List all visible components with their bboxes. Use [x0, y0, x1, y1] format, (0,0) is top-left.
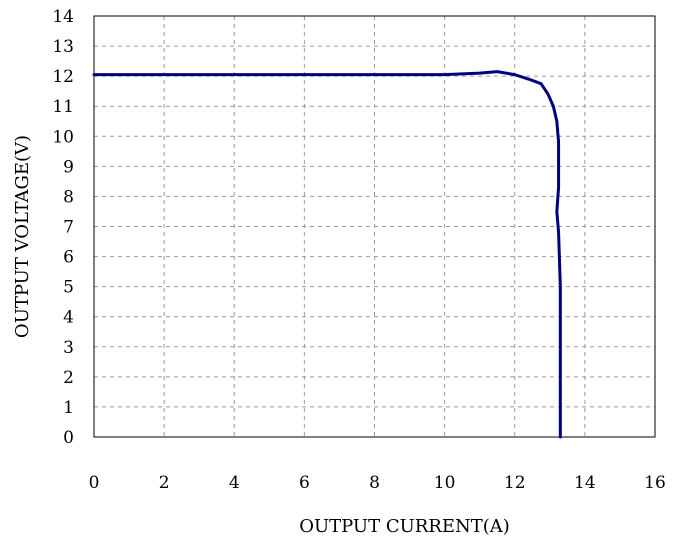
y-tick-label: 4	[63, 308, 74, 328]
x-axis-tick-labels: 0 2 4 6 8 10 12 14 16	[89, 473, 666, 493]
x-axis-title: OUTPUT CURRENT(A)	[299, 516, 510, 537]
y-tick-label: 9	[63, 157, 74, 177]
y-tick-label: 3	[63, 338, 74, 358]
x-tick-label: 8	[369, 473, 380, 493]
y-tick-label: 8	[63, 187, 74, 207]
x-tick-label: 4	[229, 473, 240, 493]
x-tick-label: 12	[504, 473, 526, 493]
y-axis-title: OUTPUT VOLTAGE(V)	[12, 135, 33, 338]
y-tick-label: 12	[52, 67, 74, 87]
y-tick-label: 10	[52, 127, 74, 147]
x-tick-label: 6	[299, 473, 310, 493]
x-tick-label: 14	[574, 473, 596, 493]
y-tick-label: 1	[63, 398, 74, 418]
y-tick-label: 14	[52, 7, 74, 27]
series-line-0	[92, 70, 562, 439]
x-tick-label: 2	[159, 473, 170, 493]
y-tick-label: 7	[63, 218, 74, 238]
x-tick-label: 10	[434, 473, 456, 493]
x-tick-label: 16	[644, 473, 666, 493]
y-tick-label: 6	[63, 248, 74, 268]
y-tick-label: 0	[63, 428, 74, 448]
series-layer	[92, 70, 562, 439]
x-tick-label: 0	[89, 473, 100, 493]
grid	[94, 16, 655, 437]
y-tick-label: 5	[63, 278, 74, 298]
y-tick-label: 2	[63, 368, 74, 388]
plot-area-frame	[93, 15, 656, 438]
y-tick-label: 13	[52, 37, 74, 57]
y-tick-label: 11	[52, 97, 74, 117]
